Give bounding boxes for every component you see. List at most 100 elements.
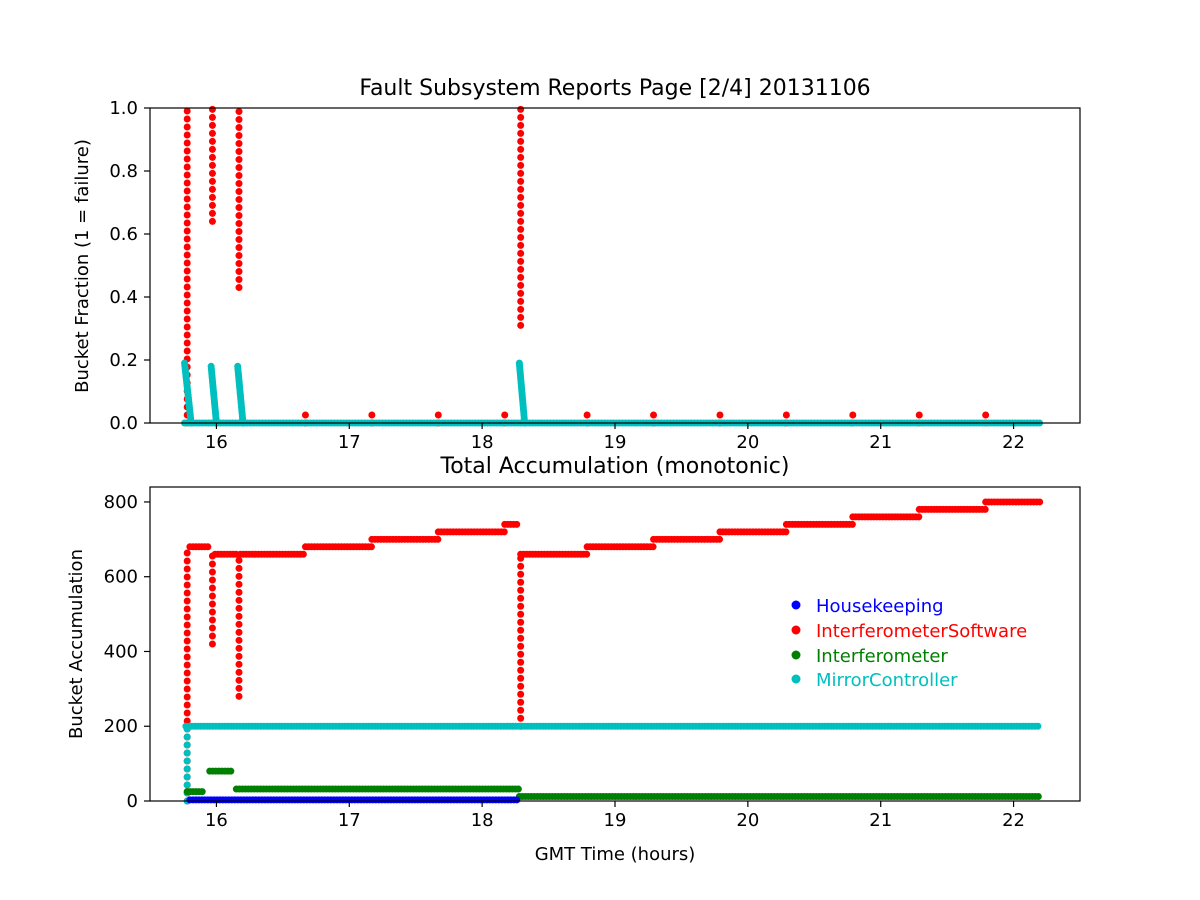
interferometersoftware-point	[183, 693, 191, 701]
interferometersoftware-point	[517, 706, 525, 714]
interferometersoftware-point	[915, 513, 923, 521]
interferometersoftware-point	[208, 624, 216, 632]
interferometersoftware-point	[517, 225, 525, 233]
accumulation-title: Total Accumulation (monotonic)	[440, 454, 790, 479]
interferometersoftware-point	[517, 554, 525, 562]
interferometersoftware-point	[782, 528, 790, 536]
accumulation-xtick-label: 16	[205, 810, 228, 831]
interferometersoftware-point	[208, 121, 216, 129]
accumulation-xtick-label: 17	[338, 810, 361, 831]
interferometersoftware-point	[183, 115, 191, 123]
interferometersoftware-point	[183, 323, 191, 331]
interferometersoftware-point	[235, 572, 243, 580]
fraction-ytick-label: 0.4	[109, 287, 138, 308]
interferometersoftware-point	[208, 105, 216, 113]
interferometersoftware-point	[517, 714, 525, 722]
interferometersoftware-point	[517, 690, 525, 698]
mirrorcontroller-point	[183, 733, 191, 741]
interferometersoftware-point	[517, 129, 525, 137]
legend-marker-interferometer	[791, 650, 801, 660]
interferometersoftware-point	[208, 177, 216, 185]
interferometersoftware-point	[517, 281, 525, 289]
interferometersoftware-point	[235, 220, 243, 228]
fraction-axes-frame	[149, 107, 1081, 424]
interferometersoftware-point	[517, 289, 525, 297]
interferometersoftware-point	[183, 123, 191, 131]
interferometersoftware-point	[517, 698, 525, 706]
interferometersoftware-point	[517, 217, 525, 225]
interferometersoftware-point	[183, 195, 191, 203]
interferometersoftware-point	[235, 244, 243, 252]
interferometersoftware-point	[235, 212, 243, 220]
interferometersoftware-point	[517, 610, 525, 618]
legend-label-interferometersoftware: InterferometerSoftware	[816, 621, 1027, 642]
interferometersoftware-point	[517, 145, 525, 153]
interferometersoftware-point	[183, 597, 191, 605]
interferometersoftware-point	[183, 163, 191, 171]
interferometersoftware-point	[183, 685, 191, 693]
interferometersoftware-point	[517, 666, 525, 674]
interferometersoftware-point	[716, 535, 724, 543]
interferometersoftware-point	[183, 283, 191, 291]
mirrorcontroller-point	[183, 741, 191, 749]
interferometersoftware-point	[501, 411, 509, 419]
interferometersoftware-point	[208, 185, 216, 193]
fraction-ytick-label: 0.0	[109, 413, 138, 434]
legend-label-mirrorcontroller: MirrorController	[816, 670, 958, 691]
legend: Housekeeping InterferometerSoftware Inte…	[791, 596, 1027, 691]
legend-entry-interferometer: Interferometer	[791, 646, 948, 667]
accumulation-ytick-label: 800	[104, 492, 138, 513]
fraction-ytick-label: 0.8	[109, 161, 138, 182]
interferometersoftware-point	[183, 347, 191, 355]
mirrorcontroller-point	[183, 757, 191, 765]
fraction-marks	[181, 105, 1044, 427]
interferometersoftware-point	[235, 596, 243, 604]
accumulation-xtick-label: 19	[604, 810, 627, 831]
interferometersoftware-point	[517, 169, 525, 177]
interferometersoftware-point	[208, 209, 216, 217]
interferometersoftware-point	[235, 196, 243, 204]
interferometersoftware-point	[183, 669, 191, 677]
legend-marker-interferometersoftware	[791, 625, 801, 635]
fraction-xtick-label: 22	[1002, 432, 1025, 453]
plot-accumulation: Total Accumulation (monotonic) Bucket Ac…	[66, 454, 1081, 865]
accumulation-ytick-label: 0	[127, 791, 138, 812]
interferometersoftware-point	[183, 203, 191, 211]
interferometersoftware-point	[235, 644, 243, 652]
interferometersoftware-point	[208, 568, 216, 576]
legend-entry-mirrorcontroller: MirrorController	[791, 670, 958, 691]
interferometersoftware-point	[368, 411, 376, 419]
accumulation-xtick-label: 18	[471, 810, 494, 831]
interferometersoftware-point	[183, 589, 191, 597]
interferometersoftware-point	[183, 155, 191, 163]
interferometersoftware-point	[517, 634, 525, 642]
interferometersoftware-point	[183, 307, 191, 315]
legend-marker-housekeeping	[791, 600, 801, 610]
accumulation-marks	[182, 498, 1044, 805]
interferometersoftware-point	[517, 193, 525, 201]
interferometersoftware-point	[183, 315, 191, 323]
interferometersoftware-point	[208, 592, 216, 600]
fraction-xtick-label: 18	[471, 432, 494, 453]
accumulation-xtick-label: 20	[736, 810, 759, 831]
interferometersoftware-point	[208, 169, 216, 177]
interferometersoftware-point	[235, 236, 243, 244]
interferometersoftware-point	[848, 520, 856, 528]
fraction-ytick-label: 1.0	[109, 98, 138, 119]
interferometersoftware-point	[517, 249, 525, 257]
accumulation-ytick-label: 600	[104, 567, 138, 588]
interferometersoftware-point	[517, 650, 525, 658]
interferometersoftware-point	[235, 636, 243, 644]
interferometersoftware-point	[208, 552, 216, 560]
interferometer-point	[514, 785, 522, 793]
interferometersoftware-point	[183, 291, 191, 299]
interferometersoftware-point	[183, 139, 191, 147]
interferometersoftware-point	[517, 642, 525, 650]
interferometersoftware-point	[299, 550, 307, 558]
interferometersoftware-point	[517, 562, 525, 570]
interferometersoftware-point	[208, 217, 216, 225]
interferometersoftware-point	[915, 411, 923, 419]
interferometersoftware-point	[183, 331, 191, 339]
interferometersoftware-point	[208, 113, 216, 121]
